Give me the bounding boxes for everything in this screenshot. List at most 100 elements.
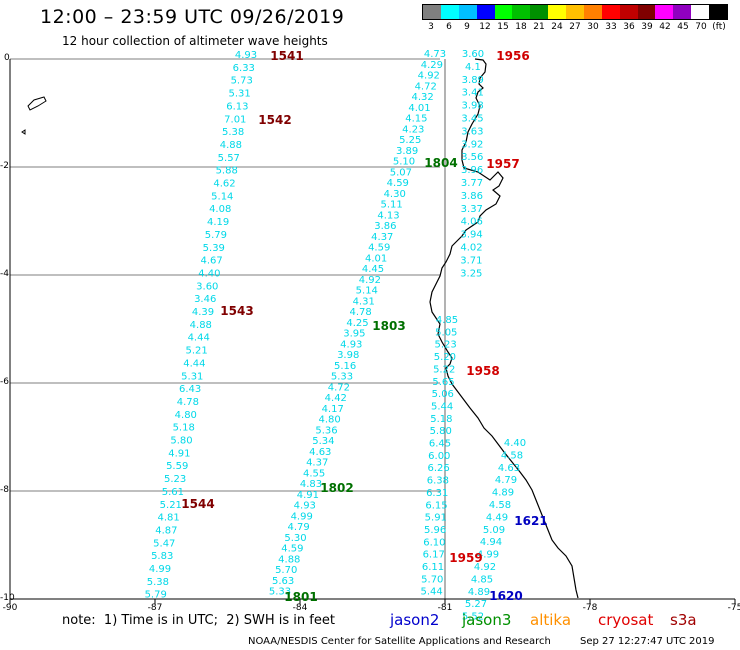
wave-height-value: 5.70 (421, 574, 443, 585)
wave-height-value: 4.80 (318, 415, 340, 426)
wave-height-value: 4.87 (155, 526, 177, 537)
colorbar-label: 30 (587, 22, 599, 32)
colorbar-swatch (619, 5, 638, 19)
wave-height-value: 3.77 (461, 178, 483, 189)
wave-height-value: 4.59 (387, 178, 409, 189)
wave-height-value: 5.88 (216, 166, 238, 177)
wave-height-value: 6.31 (426, 488, 448, 499)
wave-height-value: 5.18 (430, 414, 452, 425)
wave-height-value: 3.56 (461, 152, 483, 163)
wave-height-value: 6.43 (179, 384, 201, 395)
wave-height-value: 4.59 (368, 243, 390, 254)
wave-height-value: 5.33 (331, 372, 353, 383)
colorbar-swatch (423, 5, 441, 19)
wave-height-value: 5.20 (434, 352, 456, 363)
y-tick-label: -8 (0, 485, 9, 495)
wave-height-value: 3.98 (461, 101, 483, 112)
wave-height-value: 4.49 (486, 512, 508, 523)
wave-height-value: 3.94 (460, 230, 482, 241)
wave-height-value: 5.31 (228, 89, 250, 100)
wave-height-value: 5.73 (231, 76, 253, 87)
wave-height-value: 4.39 (192, 307, 214, 318)
wave-height-value: 3.45 (461, 114, 483, 125)
pass-time-label: 1957 (486, 157, 519, 171)
wave-height-value: 3.25 (460, 268, 482, 279)
wave-height-value: 4.93 (294, 501, 316, 512)
wave-height-value: 4.19 (207, 217, 229, 228)
wave-height-value: 5.59 (166, 461, 188, 472)
x-tick-label: -75 (727, 603, 740, 613)
wave-height-value: 4.85 (471, 574, 493, 585)
credit-line: NOAA/NESDIS Center for Satellite Applica… (248, 636, 551, 647)
wave-height-value: 5.11 (380, 200, 402, 211)
wave-height-value: 5.38 (147, 577, 169, 588)
wave-height-value: 4.42 (325, 393, 347, 404)
pass-time-label: 1542 (258, 113, 291, 127)
colorbar-swatch (691, 5, 709, 19)
wave-height-value: 4.32 (411, 92, 433, 103)
wave-height-value: 5.65 (432, 377, 454, 388)
wave-height-value: 4.91 (297, 490, 319, 501)
wave-height-value: 5.14 (356, 286, 378, 297)
wave-height-value: 5.83 (151, 551, 173, 562)
colorbar-swatch (512, 5, 531, 19)
wave-height-value: 4.80 (175, 410, 197, 421)
colorbar-label: 15 (497, 22, 509, 32)
pass-time-label: 1803 (372, 319, 405, 333)
colorbar-label: 39 (641, 22, 653, 32)
x-tick-label: -87 (147, 603, 163, 613)
wave-height-value: 5.16 (334, 361, 356, 372)
colorbar-label: 24 (551, 22, 563, 32)
wave-height-value: 5.21 (160, 500, 182, 511)
legend-cryosat: cryosat (598, 611, 654, 629)
wave-height-value: 4.83 (300, 479, 322, 490)
wave-height-value: 4.29 (421, 60, 443, 71)
wave-height-value: 4.30 (384, 189, 406, 200)
wave-height-value: 6.26 (427, 463, 449, 474)
pass-time-label: 1801 (284, 590, 317, 604)
wave-height-value: 4.63 (498, 463, 520, 474)
colorbar-labels: 3 6 9 12 15 18 21 24 27 30 33 36 39 42 45 70 (ft) (422, 22, 728, 34)
wave-height-value: 5.27 (465, 599, 487, 610)
islet-shape (21, 129, 26, 135)
wave-height-value: 5.80 (430, 426, 452, 437)
wave-height-value: 5.44 (420, 587, 442, 598)
wave-height-value: 5.80 (170, 436, 192, 447)
wave-height-value: 4.55 (303, 468, 325, 479)
colorbar-label: 70 (695, 22, 707, 32)
wave-height-value: 4.44 (183, 358, 205, 369)
wave-height-value: 5.91 (425, 513, 447, 524)
colorbar-label: 33 (605, 22, 617, 32)
wave-height-value: 5.07 (390, 167, 412, 178)
wave-height-value: 5.18 (173, 423, 195, 434)
wave-height-value: 4.45 (362, 264, 384, 275)
wave-height-value: 5.10 (393, 157, 415, 168)
wave-height-value: 4.40 (504, 438, 526, 449)
wave-height-value: 4.13 (377, 210, 399, 221)
wave-height-tracks: 4.936.335.735.316.137.015.384.885.575.88… (145, 49, 527, 623)
colorbar-swatch (458, 5, 477, 19)
wave-height-value: 4.44 (188, 333, 210, 344)
wave-height-value: 5.31 (181, 371, 203, 382)
wave-height-value: 3.86 (374, 221, 396, 232)
colorbar-swatch (440, 5, 459, 19)
wave-height-value: 4.73 (424, 49, 446, 60)
wave-height-value: 5.33 (269, 587, 291, 598)
wave-height-value: 3.95 (343, 329, 365, 340)
wave-height-value: 5.96 (424, 525, 446, 536)
wave-height-value: 3.92 (461, 139, 483, 150)
wave-height-value: 3.60 (462, 49, 484, 60)
wave-height-value: 4.88 (190, 320, 212, 331)
pass-time-label: 1804 (424, 156, 457, 170)
units-note: note: 1) Time is in UTC; 2) SWH is in fe… (62, 613, 335, 628)
wave-height-value: 3.37 (461, 204, 483, 215)
colorbar-label: 21 (533, 22, 545, 32)
wave-height-value: 3.89 (462, 75, 484, 86)
wave-height-value: 4.63 (309, 447, 331, 458)
colorbar-swatch (476, 5, 495, 19)
wave-height-value: 5.36 (315, 425, 337, 436)
wave-height-value: 4.79 (287, 522, 309, 533)
wave-height-value: 4.17 (322, 404, 344, 415)
colorbar-swatch (530, 5, 549, 19)
wave-height-value: 5.57 (218, 153, 240, 164)
